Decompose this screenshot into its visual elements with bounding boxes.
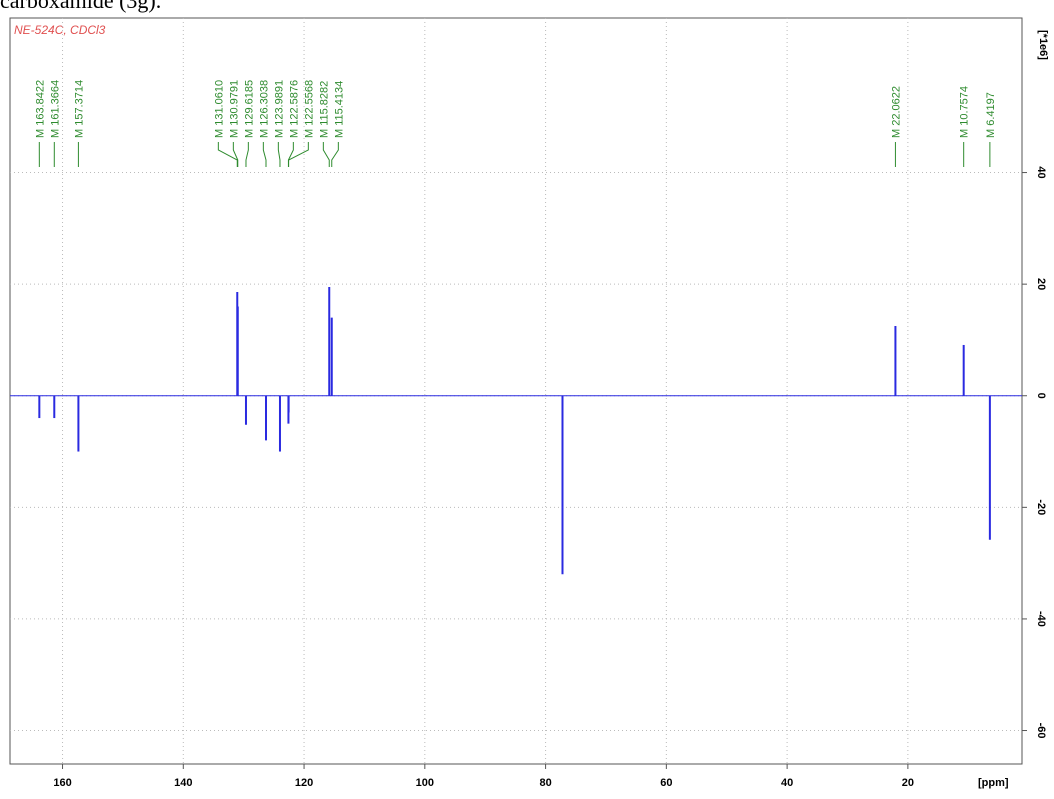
y-tick-label: -60 <box>1035 723 1047 739</box>
peak-label: M 122.5568 <box>303 80 315 138</box>
peak-label: M 131.0610 <box>213 80 225 138</box>
x-tick-label: 20 <box>902 777 914 789</box>
peak-leader <box>218 142 237 167</box>
peak-label: M 129.6185 <box>243 80 255 138</box>
peak-label: M 22.0622 <box>890 86 902 138</box>
peak-label: M 6.4197 <box>985 92 997 138</box>
peak-label: M 157.3714 <box>73 80 85 138</box>
peak-label: M 123.9891 <box>273 80 285 138</box>
x-tick-label: 160 <box>53 777 71 789</box>
y-axis-label: [*1e6] <box>1037 30 1049 60</box>
y-tick-label: 20 <box>1035 278 1047 290</box>
y-tick-label: -20 <box>1035 499 1047 515</box>
plot-frame <box>10 18 1022 764</box>
x-tick-label: 60 <box>660 777 672 789</box>
y-tick-label: -40 <box>1035 611 1047 627</box>
caption: carboxamide (3g). <box>0 0 161 13</box>
peak-label: M 122.5876 <box>288 80 300 138</box>
peak-label: M 161.3664 <box>49 80 61 138</box>
peak-leader <box>263 142 266 167</box>
peak-label: M 115.8282 <box>318 81 330 138</box>
peak-leader <box>278 142 280 167</box>
peak-label: M 163.8422 <box>34 80 46 138</box>
peak-label: M 126.3038 <box>258 80 270 138</box>
peak-leader <box>323 142 329 167</box>
y-tick-label: 40 <box>1035 166 1047 178</box>
peak-label: M 130.9791 <box>228 80 240 138</box>
peak-leader <box>246 142 248 167</box>
y-tick-label: 0 <box>1035 393 1047 399</box>
x-tick-label: 80 <box>539 777 551 789</box>
peak-label: M 10.7574 <box>959 86 971 138</box>
x-tick-label: 40 <box>781 777 793 789</box>
x-axis-label: [ppm] <box>978 777 1009 789</box>
x-tick-label: 100 <box>416 777 434 789</box>
x-tick-label: 140 <box>174 777 192 789</box>
peak-label: M 115.4134 <box>333 81 345 138</box>
chart-title: NE-524C, CDCl3 <box>14 23 106 37</box>
peak-leader <box>332 142 339 167</box>
peak-leader <box>288 142 293 167</box>
x-tick-label: 120 <box>295 777 313 789</box>
